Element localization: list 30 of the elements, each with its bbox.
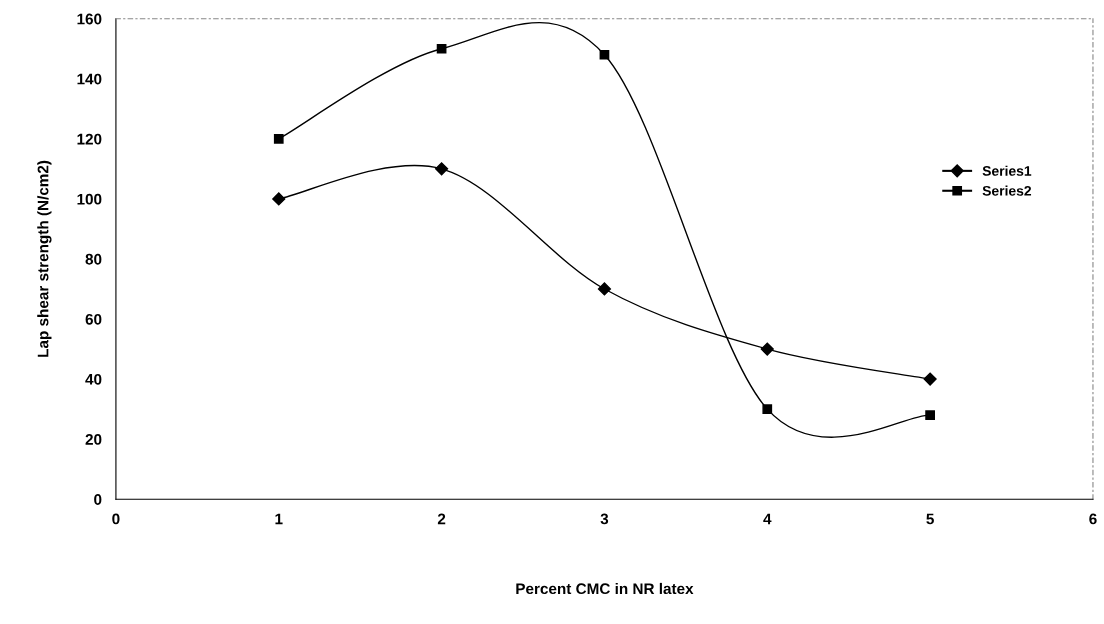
y-axis-title: Lap shear strength (N/cm2) [37,160,52,357]
y-tick-label: 0 [94,494,102,505]
y-tick-label: 100 [77,193,102,205]
legend-label: Series1 [982,165,1032,176]
point [436,43,447,54]
point [923,372,937,386]
x-tick-label: 5 [926,513,934,525]
x-tick-label: 4 [763,513,772,525]
legend-label: Series2 [982,185,1032,196]
point [597,282,612,296]
x-tick-label: 2 [437,513,446,525]
y-tick-label: 60 [85,313,102,325]
point [273,133,284,144]
y-tick-label: 40 [85,373,102,385]
x-tick-label: 3 [600,513,609,525]
point [762,404,773,414]
x-tick-label: 6 [1089,513,1097,525]
point [599,49,610,60]
x-axis-title: Percent CMC in NR latex [516,582,694,595]
y-tick-label: 140 [77,73,102,85]
point [760,342,774,356]
y-tick-label: 120 [77,133,102,145]
y-tick-label: 20 [85,434,102,445]
y-tick-label: 160 [77,13,102,25]
y-tick-label: 80 [85,253,102,265]
point [925,410,935,420]
point [435,162,449,176]
x-tick-label: 0 [112,513,120,525]
x-tick-label: 1 [275,513,283,525]
point [272,192,286,206]
